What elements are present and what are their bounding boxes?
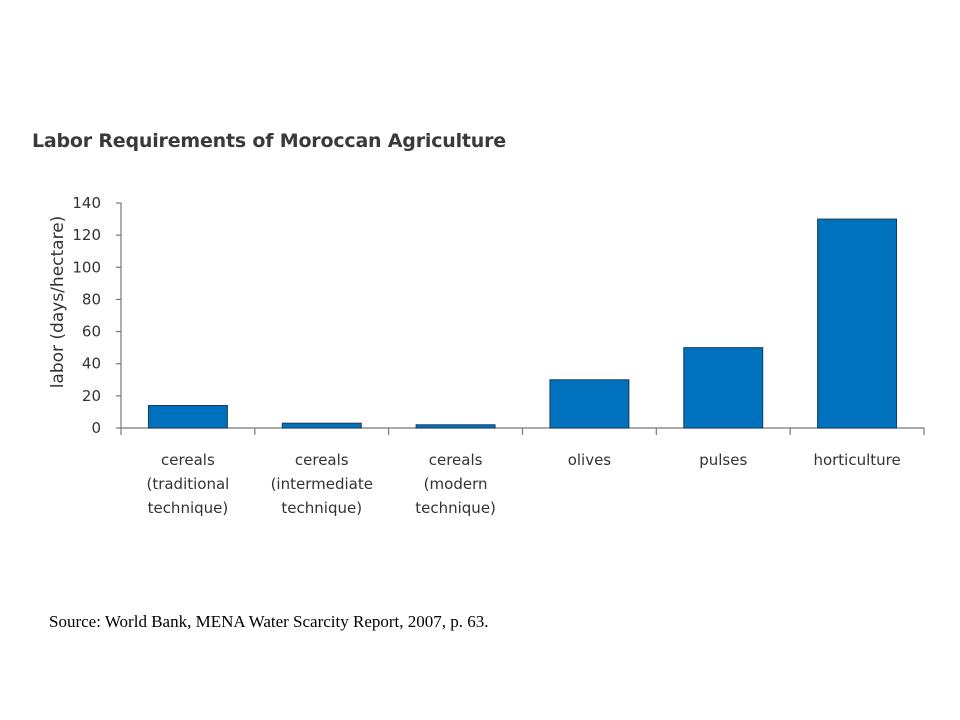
bar [281,422,362,429]
x-category-label: cereals (modern technique) [415,451,496,517]
x-category-label: cereals (traditional technique) [146,451,229,517]
x-category-label: cereals (intermediate technique) [271,451,373,517]
bar [549,379,630,429]
y-tick-label: 20 [82,387,101,405]
y-tick-label: 80 [82,290,101,308]
y-tick-label: 140 [72,194,101,212]
y-axis-title: labor (days/hectare) [48,216,68,389]
y-tick-label: 40 [82,355,101,373]
bar [683,347,764,429]
x-category-label: olives [568,451,612,469]
bar [817,218,898,429]
bar [415,424,496,429]
bar [147,405,228,429]
y-tick-label: 0 [91,419,101,437]
labels: 0 20 40 60 80 100 120 140 cereals (traditional tec… [72,194,900,517]
x-category-label: horticulture [813,451,900,469]
chart-title: Labor Requirements of Moroccan Agricultu… [32,130,506,152]
y-tick-label: 120 [72,226,101,244]
x-category-label: pulses [699,451,747,469]
y-tick-label: 60 [82,323,101,341]
bars [147,218,898,429]
axes [116,202,925,435]
y-tick-label: 100 [72,258,101,276]
source-note: Source: World Bank, MENA Water Scarcity … [49,612,489,631]
